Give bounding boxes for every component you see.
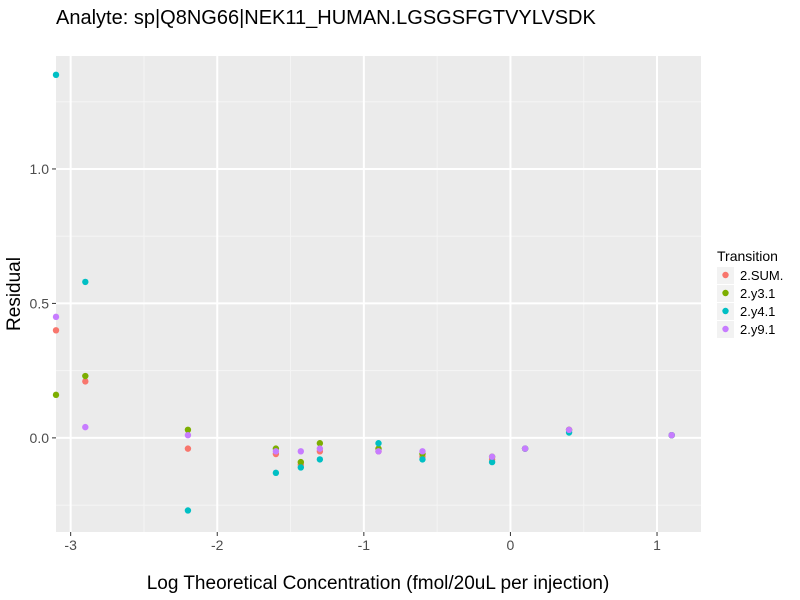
data-point: [52, 313, 60, 321]
plot-panel: [56, 56, 701, 532]
x-axis: -3 -2 -1 0 1: [64, 532, 661, 553]
data-point: [52, 391, 60, 399]
legend-marker: [722, 307, 729, 315]
data-point: [82, 423, 89, 431]
data-point: [82, 278, 89, 286]
data-point: [316, 445, 324, 452]
legend: Transition 2.SUM. 2.y3.1 2.y4.1 2.y9.1: [717, 248, 783, 338]
data-point: [419, 448, 426, 455]
data-point: [375, 448, 382, 455]
y-tick-label: 0.5: [30, 295, 50, 311]
data-point: [82, 372, 89, 380]
data-point: [184, 431, 192, 439]
legend-marker: [722, 289, 729, 297]
major-gridlines: [56, 56, 701, 532]
x-axis-title: Log Theoretical Concentration (fmol/20uL…: [147, 573, 610, 594]
data-point: [82, 378, 89, 385]
x-tick-label: -2: [211, 537, 224, 553]
data-point: [272, 448, 280, 455]
legend-title: Transition: [717, 248, 778, 264]
data-point: [184, 426, 192, 434]
data-point: [668, 431, 675, 439]
legend-label: 2.y3.1: [740, 286, 775, 301]
x-tick-label: -1: [358, 537, 371, 553]
data-point: [316, 440, 324, 447]
data-point: [52, 327, 60, 334]
data-point: [52, 71, 60, 79]
legend-marker: [722, 325, 729, 333]
data-point: [297, 458, 305, 466]
minor-gridlines: [56, 56, 701, 532]
data-point: [272, 469, 280, 477]
data-point: [316, 456, 324, 463]
data-point: [375, 440, 382, 447]
y-tick-label: 0.0: [30, 430, 50, 446]
data-point: [184, 507, 192, 514]
chart-title: Analyte: sp|Q8NG66|NEK11_HUMAN.LGSGSFGTV…: [56, 7, 597, 29]
y-axis-title: Residual: [4, 257, 25, 331]
data-point: [297, 464, 305, 471]
legend-label: 2.SUM.: [740, 268, 783, 283]
data-points: [52, 71, 675, 514]
data-point: [184, 445, 192, 452]
x-tick-label: 1: [653, 537, 661, 553]
legend-marker: [722, 271, 729, 279]
x-tick-label: -3: [64, 537, 77, 553]
data-point: [488, 458, 496, 466]
legend-label: 2.y4.1: [740, 304, 775, 319]
x-tick-label: 0: [507, 537, 515, 553]
legend-label: 2.y9.1: [740, 322, 775, 337]
y-tick-label: 1.0: [30, 161, 50, 177]
data-point: [419, 456, 426, 463]
data-point: [488, 453, 496, 460]
data-point: [521, 445, 529, 452]
data-point: [565, 426, 573, 434]
y-axis: 0.0 0.5 1.0: [30, 161, 56, 446]
data-point: [297, 448, 305, 455]
